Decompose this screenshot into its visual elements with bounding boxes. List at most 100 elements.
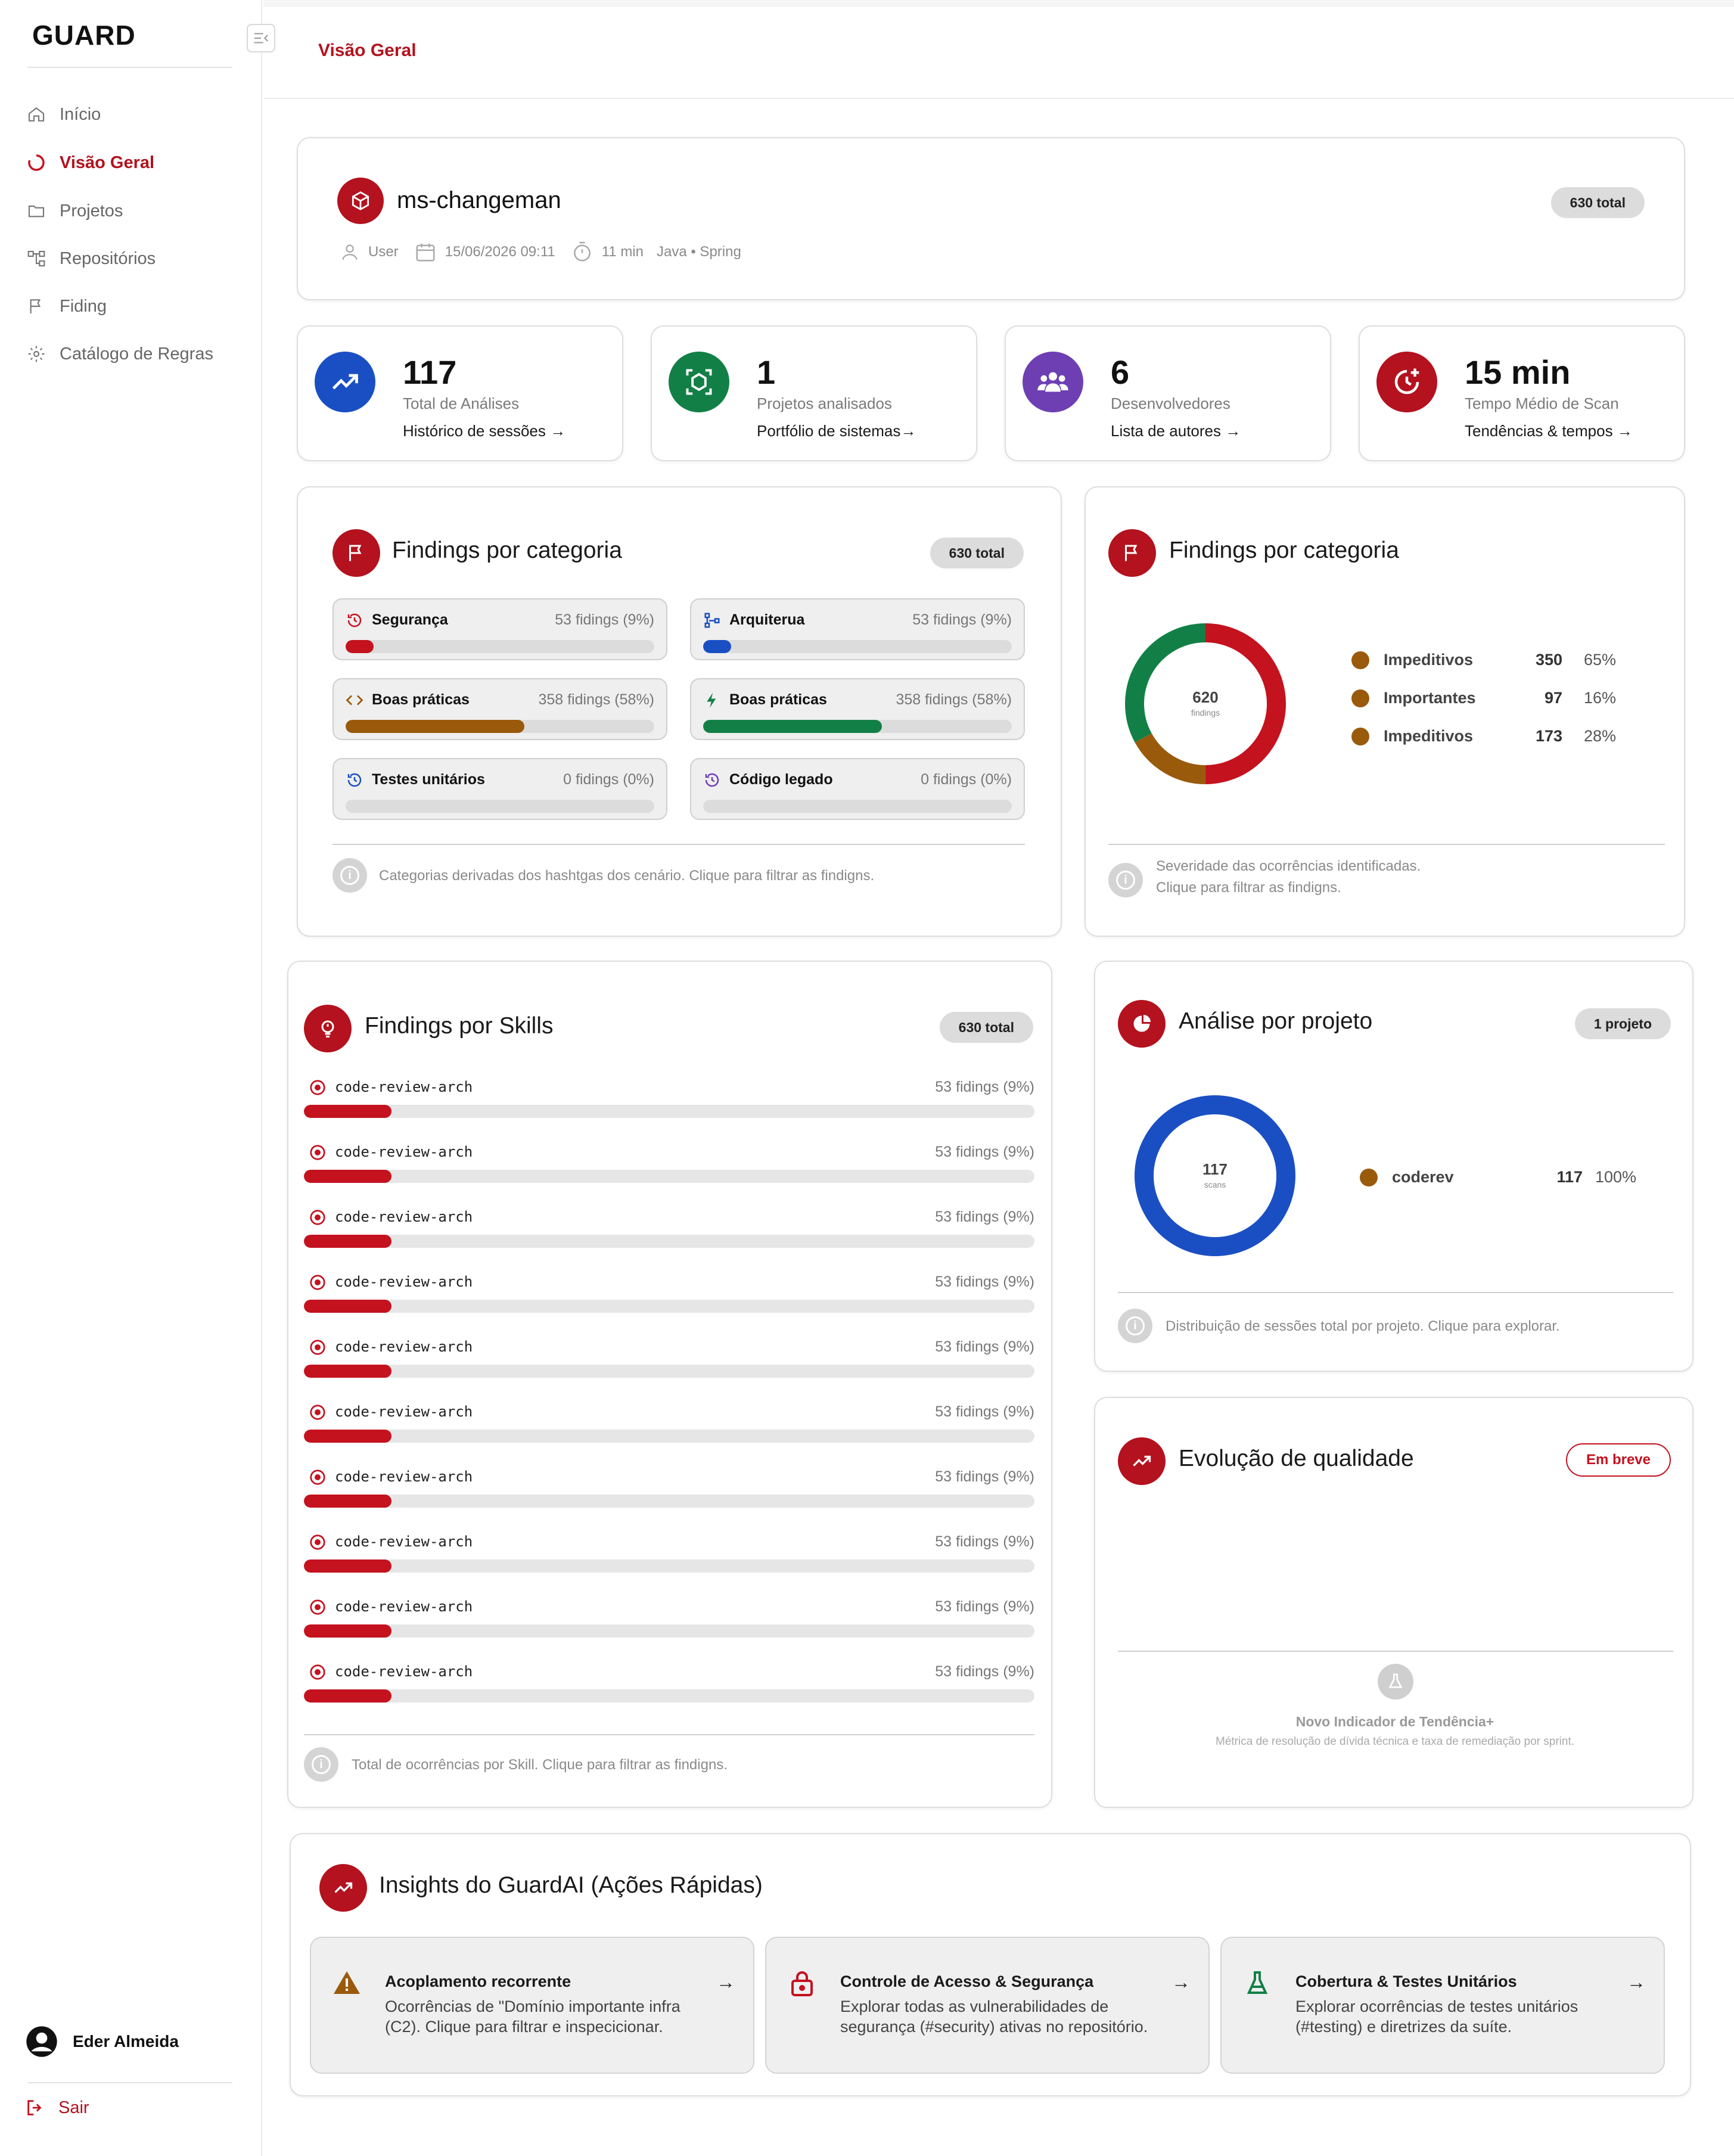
category-progress-fill — [703, 720, 882, 733]
legend-item[interactable]: Impeditivos 350 65% — [1351, 651, 1616, 669]
clock-plus-icon — [1376, 352, 1437, 412]
stat-link[interactable]: Portfólio de sistemas→ — [757, 422, 916, 440]
skill-row[interactable]: code-review-arch 53 fidings (9%) — [304, 1073, 1034, 1120]
skill-progress-fill — [304, 1495, 392, 1508]
legend-dot — [1351, 727, 1369, 745]
severity-donut-chart[interactable]: 620 findings — [1119, 617, 1292, 790]
stat-card-projetos[interactable]: 1 Projetos analisados Portfólio de siste… — [651, 325, 977, 461]
skill-row[interactable]: code-review-arch 53 fidings (9%) — [304, 1203, 1034, 1250]
skill-progress-track — [304, 1689, 1034, 1703]
skill-count: 53 fidings (9%) — [935, 1468, 1034, 1485]
stat-value: 1 — [757, 353, 776, 391]
card-note: Severidade das ocorrências identificadas… — [1156, 856, 1421, 899]
sidebar-item-fiding[interactable]: Fiding — [25, 290, 107, 323]
arrow-right-icon: → — [1627, 1971, 1646, 1993]
donut-segment-coderev — [1135, 1095, 1295, 1256]
legend-item[interactable]: Impeditivos 173 28% — [1351, 727, 1616, 745]
collapse-icon — [252, 29, 270, 47]
skill-count: 53 fidings (9%) — [935, 1338, 1034, 1355]
hierarchy-icon — [703, 611, 722, 630]
insight-card-cobertura-testes[interactable]: Cobertura & Testes Unitários Explorar oc… — [1220, 1937, 1665, 2074]
insight-card-acoplamento[interactable]: Acoplamento recorrente Ocorrências de "D… — [310, 1937, 754, 2074]
sidebar-item-repositorios[interactable]: Repositórios — [25, 242, 156, 275]
sidebar-item-visao-geral[interactable]: Visão Geral — [25, 146, 154, 179]
target-icon — [309, 1144, 327, 1161]
skill-row[interactable]: code-review-arch 53 fidings (9%) — [304, 1592, 1034, 1640]
sidebar-item-projetos[interactable]: Projetos — [25, 194, 123, 228]
category-count: 358 fidings (58%) — [538, 691, 654, 708]
skill-row[interactable]: code-review-arch 53 fidings (9%) — [304, 1332, 1034, 1380]
stat-link[interactable]: Histórico de sessões → — [403, 422, 566, 440]
skill-row[interactable]: code-review-arch 53 fidings (9%) — [304, 1657, 1034, 1705]
project-donut-chart[interactable]: 117 scans — [1129, 1089, 1301, 1262]
collapse-sidebar-button[interactable] — [247, 24, 275, 52]
legend-name: Impeditivos — [1384, 727, 1474, 745]
sidebar-item-inicio[interactable]: Início — [25, 98, 101, 131]
skill-progress-fill — [304, 1235, 392, 1248]
insight-card-controle-acesso[interactable]: Controle de Acesso & Segurança Explorar … — [765, 1937, 1210, 2074]
legend-item[interactable]: coderev 117 100% — [1360, 1168, 1636, 1186]
stat-card-desenvolvedores[interactable]: 6 Desenvolvedores Lista de autores → — [1005, 325, 1331, 461]
sidebar-item-label: Repositórios — [60, 248, 156, 268]
stat-link[interactable]: Lista de autores → — [1111, 422, 1241, 440]
stat-card-tempo-medio[interactable]: 15 min Tempo Médio de Scan Tendências & … — [1359, 325, 1685, 461]
severity-card: Findings por categoria 620 findings Impe… — [1084, 486, 1685, 937]
info-icon: i — [1108, 863, 1143, 897]
insight-title: Cobertura & Testes Unitários — [1295, 1972, 1517, 1990]
logout-label: Sair — [58, 2098, 89, 2117]
target-icon — [309, 1338, 327, 1356]
category-item-codigo-legado[interactable]: Código legado 0 fidings (0%) — [690, 758, 1025, 820]
target-icon — [309, 1533, 327, 1551]
skill-count: 53 fidings (9%) — [935, 1079, 1034, 1095]
category-item-seguranca[interactable]: Segurança 53 fidings (9%) — [332, 598, 667, 660]
logout-button[interactable]: Sair — [25, 2098, 89, 2118]
placeholder-title: Novo Indicador de Tendência+ — [1295, 1714, 1494, 1729]
category-name: Boas práticas — [729, 691, 827, 708]
people-icon — [1023, 352, 1083, 412]
skill-progress-fill — [304, 1105, 392, 1118]
user-profile[interactable]: Eder Almeida — [25, 2025, 179, 2058]
category-item-testes-unitarios[interactable]: Testes unitários 0 fidings (0%) — [332, 758, 667, 820]
donut-segment-2[interactable] — [1125, 623, 1286, 784]
skill-name: code-review-arch — [335, 1273, 473, 1290]
sidebar-item-catalogo-de-regras[interactable]: Catálogo de Regras — [25, 337, 213, 371]
breadcrumb[interactable]: Visão Geral — [318, 41, 417, 60]
skill-progress-fill — [304, 1559, 392, 1573]
warning-icon — [332, 1969, 362, 1999]
category-progress-track — [703, 800, 1012, 813]
skill-progress-track — [304, 1170, 1034, 1183]
category-name: Código legado — [729, 771, 833, 788]
skill-progress-fill — [304, 1430, 392, 1443]
category-item-boas-praticas[interactable]: Boas práticas 358 fidings (58%) — [332, 678, 667, 740]
cube-icon — [337, 178, 384, 224]
info-icon: i — [332, 858, 367, 893]
stat-link[interactable]: Tendências & tempos → — [1465, 422, 1633, 440]
box-scan-icon — [669, 352, 729, 412]
skill-row[interactable]: code-review-arch 53 fidings (9%) — [304, 1138, 1034, 1185]
category-progress-fill — [346, 720, 525, 733]
sidebar-divider — [27, 2082, 232, 2083]
skill-progress-fill — [304, 1300, 392, 1313]
insight-description: Explorar ocorrências de testes unitários… — [1295, 1997, 1578, 2036]
flask-icon — [1378, 1664, 1413, 1700]
sidebar-item-label: Visão Geral — [60, 153, 155, 172]
category-item-arquiterua[interactable]: Arquiterua 53 fidings (9%) — [690, 598, 1025, 660]
category-item-boas-praticas-2[interactable]: Boas práticas 358 fidings (58%) — [690, 678, 1025, 740]
donut-center-value: 117 — [1202, 1160, 1228, 1178]
stat-label: Desenvolvedores — [1111, 394, 1230, 412]
sidebar-item-label: Fiding — [60, 296, 107, 316]
legend-name: Importantes — [1384, 689, 1476, 707]
card-note-line: Severidade das ocorrências identificadas… — [1156, 858, 1421, 874]
skill-row[interactable]: code-review-arch 53 fidings (9%) — [304, 1397, 1034, 1445]
legend-value: 97 — [1544, 689, 1562, 707]
stat-card-analises[interactable]: 117 Total de Análises Histórico de sessõ… — [297, 325, 623, 461]
card-note-line: Clique para filtrar as findigns. — [1156, 880, 1341, 896]
skill-row[interactable]: code-review-arch 53 fidings (9%) — [304, 1462, 1034, 1510]
legend-percent: 16% — [1583, 689, 1616, 707]
skill-row[interactable]: code-review-arch 53 fidings (9%) — [304, 1527, 1034, 1575]
donut-center-value: 620 — [1192, 688, 1218, 706]
repository-icon — [25, 247, 48, 270]
skill-row[interactable]: code-review-arch 53 fidings (9%) — [304, 1267, 1034, 1315]
legend-dot — [1351, 651, 1369, 669]
legend-item[interactable]: Importantes 97 16% — [1351, 689, 1616, 707]
